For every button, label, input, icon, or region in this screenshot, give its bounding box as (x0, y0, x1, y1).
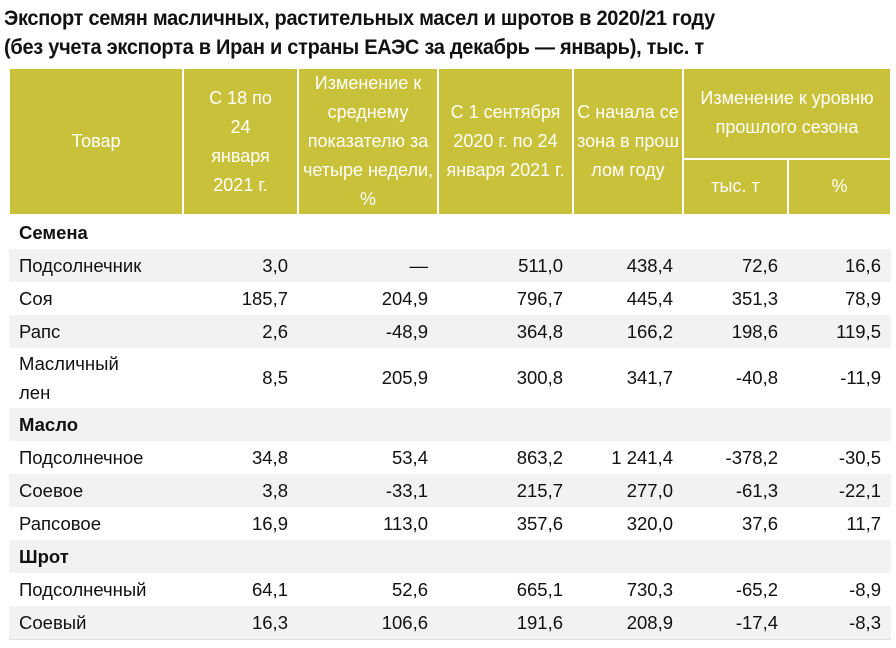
export-table: Товар С 18 по 24 января 2021 г. Изменени… (8, 67, 892, 640)
cell-change-pct: -11,9 (840, 367, 881, 388)
table-title: Экспорт семян масличных, растительных ма… (4, 4, 832, 62)
col-header-product: Товар (8, 67, 184, 216)
cell-change-avg: 113,0 (383, 512, 428, 534)
product-name: Соя (19, 287, 53, 309)
title-line-2: (без учета экспорта в Иран и страны ЕАЭС… (4, 35, 704, 59)
cell-change-pct: 16,6 (788, 249, 891, 282)
cell-change-pct: 78,9 (844, 287, 881, 309)
table-row: Подсолнечник 3,0 — 511,0 438,4 72,6 16,6 (9, 249, 891, 282)
col-header-week-text: С 18 по 24 января 2021 г. (209, 87, 272, 195)
cell-change-avg: 205,9 (381, 367, 428, 388)
cell-change-abs: 37,6 (741, 512, 778, 534)
col-header-season-prev-text: С начала сезона в прошлом году (577, 102, 679, 180)
table-row: Соевое 3,8 -33,1 215,7 277,0 -61,3 -22,1 (9, 474, 891, 507)
cell-change-avg: 204,9 (381, 287, 428, 309)
table-row: Масличный лен 8,5 205,9 300,8 341,7 -40,… (9, 348, 891, 408)
cell-change-avg: 53,4 (391, 446, 428, 468)
col-header-change-avg: Изменение к среднему показателю за четыр… (297, 67, 439, 216)
table-row: Рапс 2,6 -48,9 364,8 166,2 198,6 119,5 (9, 315, 891, 348)
product-name: Подсолнечный (19, 578, 147, 600)
cell-season-current: 863,2 (516, 446, 563, 468)
cell-change-abs: 72,6 (683, 249, 788, 282)
category-label: Семена (19, 221, 88, 243)
cell-season-prev: 277,0 (573, 474, 683, 507)
cell-week: 64,1 (251, 578, 288, 600)
cell-season-prev: 166,2 (573, 315, 683, 348)
col-header-season-current: С 1 сентября 2020 г. по 24 января 2021 г… (437, 67, 574, 216)
cell-week: 185,7 (241, 287, 288, 309)
cell-week: 16,9 (251, 512, 288, 534)
product-name: Подсолнечник (9, 249, 183, 282)
cell-season-current: 665,1 (516, 578, 563, 600)
cell-season-prev: 1 241,4 (611, 446, 673, 468)
cell-change-pct: -8,9 (849, 578, 881, 600)
cell-season-prev: 438,4 (573, 249, 683, 282)
product-name: Масличный лен (9, 348, 183, 408)
cell-season-current: 300,8 (516, 367, 563, 388)
category-row: Семена (9, 215, 891, 249)
cell-change-avg: 106,6 (298, 606, 438, 640)
cell-week: 34,8 (251, 446, 288, 468)
product-name: Соевое (9, 474, 183, 507)
category-row: Масло (9, 408, 891, 441)
table-row: Соя 185,7 204,9 796,7 445,4 351,3 78,9 (9, 282, 891, 315)
cell-change-pct: 119,5 (788, 315, 891, 348)
col-header-week: С 18 по 24 января 2021 г. (182, 67, 299, 216)
cell-season-prev: 320,0 (626, 512, 673, 534)
cell-change-abs: -65,2 (735, 578, 778, 600)
cell-change-abs: -378,2 (725, 446, 778, 468)
cell-season-prev: 208,9 (573, 606, 683, 640)
col-header-change-prev-pct: % (787, 157, 892, 217)
cell-change-pct: 11,7 (846, 512, 881, 534)
cell-change-avg: 52,6 (391, 578, 428, 600)
cell-season-current: 364,8 (438, 315, 573, 348)
cell-season-current: 215,7 (438, 474, 573, 507)
col-header-change-prev: Изменение к уровню прошлого сезона (682, 67, 892, 160)
table-row: Подсолнечный 64,1 52,6 665,1 730,3 -65,2… (9, 573, 891, 606)
cell-change-avg: — (298, 249, 438, 282)
product-name: Подсолнечное (19, 446, 144, 468)
product-name: Рапс (9, 315, 183, 348)
cell-week: 16,3 (183, 606, 298, 640)
cell-change-pct: -30,5 (838, 446, 881, 468)
cell-week: 3,0 (183, 249, 298, 282)
category-label: Масло (9, 408, 891, 441)
table-row: Соевый 16,3 106,6 191,6 208,9 -17,4 -8,3 (9, 606, 891, 640)
cell-season-current: 511,0 (438, 249, 573, 282)
cell-season-prev: 341,7 (626, 367, 673, 388)
cell-week: 2,6 (183, 315, 298, 348)
category-row: Шрот (9, 540, 891, 573)
cell-season-current: 796,7 (516, 287, 563, 309)
cell-season-current: 357,6 (516, 512, 563, 534)
cell-change-pct: -8,3 (788, 606, 891, 640)
cell-season-current: 191,6 (438, 606, 573, 640)
cell-change-avg: -48,9 (298, 315, 438, 348)
cell-change-abs: 198,6 (683, 315, 788, 348)
product-name-text: Масличный лен (19, 353, 119, 403)
product-name: Рапсовое (19, 512, 101, 534)
cell-change-abs: -17,4 (683, 606, 788, 640)
cell-change-avg: -33,1 (298, 474, 438, 507)
cell-change-abs: -61,3 (683, 474, 788, 507)
table-row: Подсолнечное 34,8 53,4 863,2 1 241,4 -37… (9, 441, 891, 474)
col-header-season-prev: С начала сезона в прошлом году (572, 67, 684, 216)
title-line-1: Экспорт семян масличных, растительных ма… (4, 6, 716, 30)
cell-change-abs: -40,8 (735, 367, 778, 388)
cell-season-prev: 730,3 (626, 578, 673, 600)
category-label: Шрот (9, 540, 891, 573)
product-name: Соевый (9, 606, 183, 640)
cell-week: 3,8 (183, 474, 298, 507)
col-header-change-prev-abs: тыс. т (682, 157, 789, 217)
cell-week: 8,5 (262, 367, 288, 388)
table-row: Рапсовое 16,9 113,0 357,6 320,0 37,6 11,… (9, 507, 891, 540)
cell-change-pct: -22,1 (788, 474, 891, 507)
cell-change-abs: 351,3 (731, 287, 778, 309)
cell-season-prev: 445,4 (626, 287, 673, 309)
